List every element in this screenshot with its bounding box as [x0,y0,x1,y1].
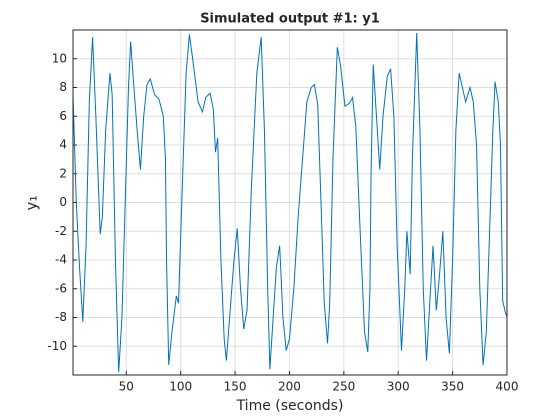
y-tick-label: -6 [55,281,67,295]
x-tick-label: 200 [278,380,301,394]
y-tick-label: 4 [59,138,67,152]
y-axis-label: y₁ [23,196,41,211]
y-tick-label: -8 [55,310,67,324]
y-tick-label: -10 [47,339,67,353]
x-tick-label: 300 [387,380,410,394]
x-tick-label: 50 [119,380,134,394]
chart-title: Simulated output #1: y1 [200,12,380,27]
x-tick-label: 350 [441,380,464,394]
x-tick-label: 150 [224,380,247,394]
y-tick-label: 2 [59,166,67,180]
x-axis-label: Time (seconds) [236,398,344,414]
x-tick-label: 250 [332,380,355,394]
y-tick-label: -2 [55,224,67,238]
x-tick-label: 100 [169,380,192,394]
y-tick-label: -4 [55,253,67,267]
y-tick-label: 6 [59,109,67,123]
x-tick-label: 400 [496,380,519,394]
plot-frame [72,29,508,376]
y-tick-label: 10 [52,51,67,65]
y-tick-label: 8 [59,80,67,94]
data-line [72,32,508,373]
y-tick-label: 0 [59,195,67,209]
